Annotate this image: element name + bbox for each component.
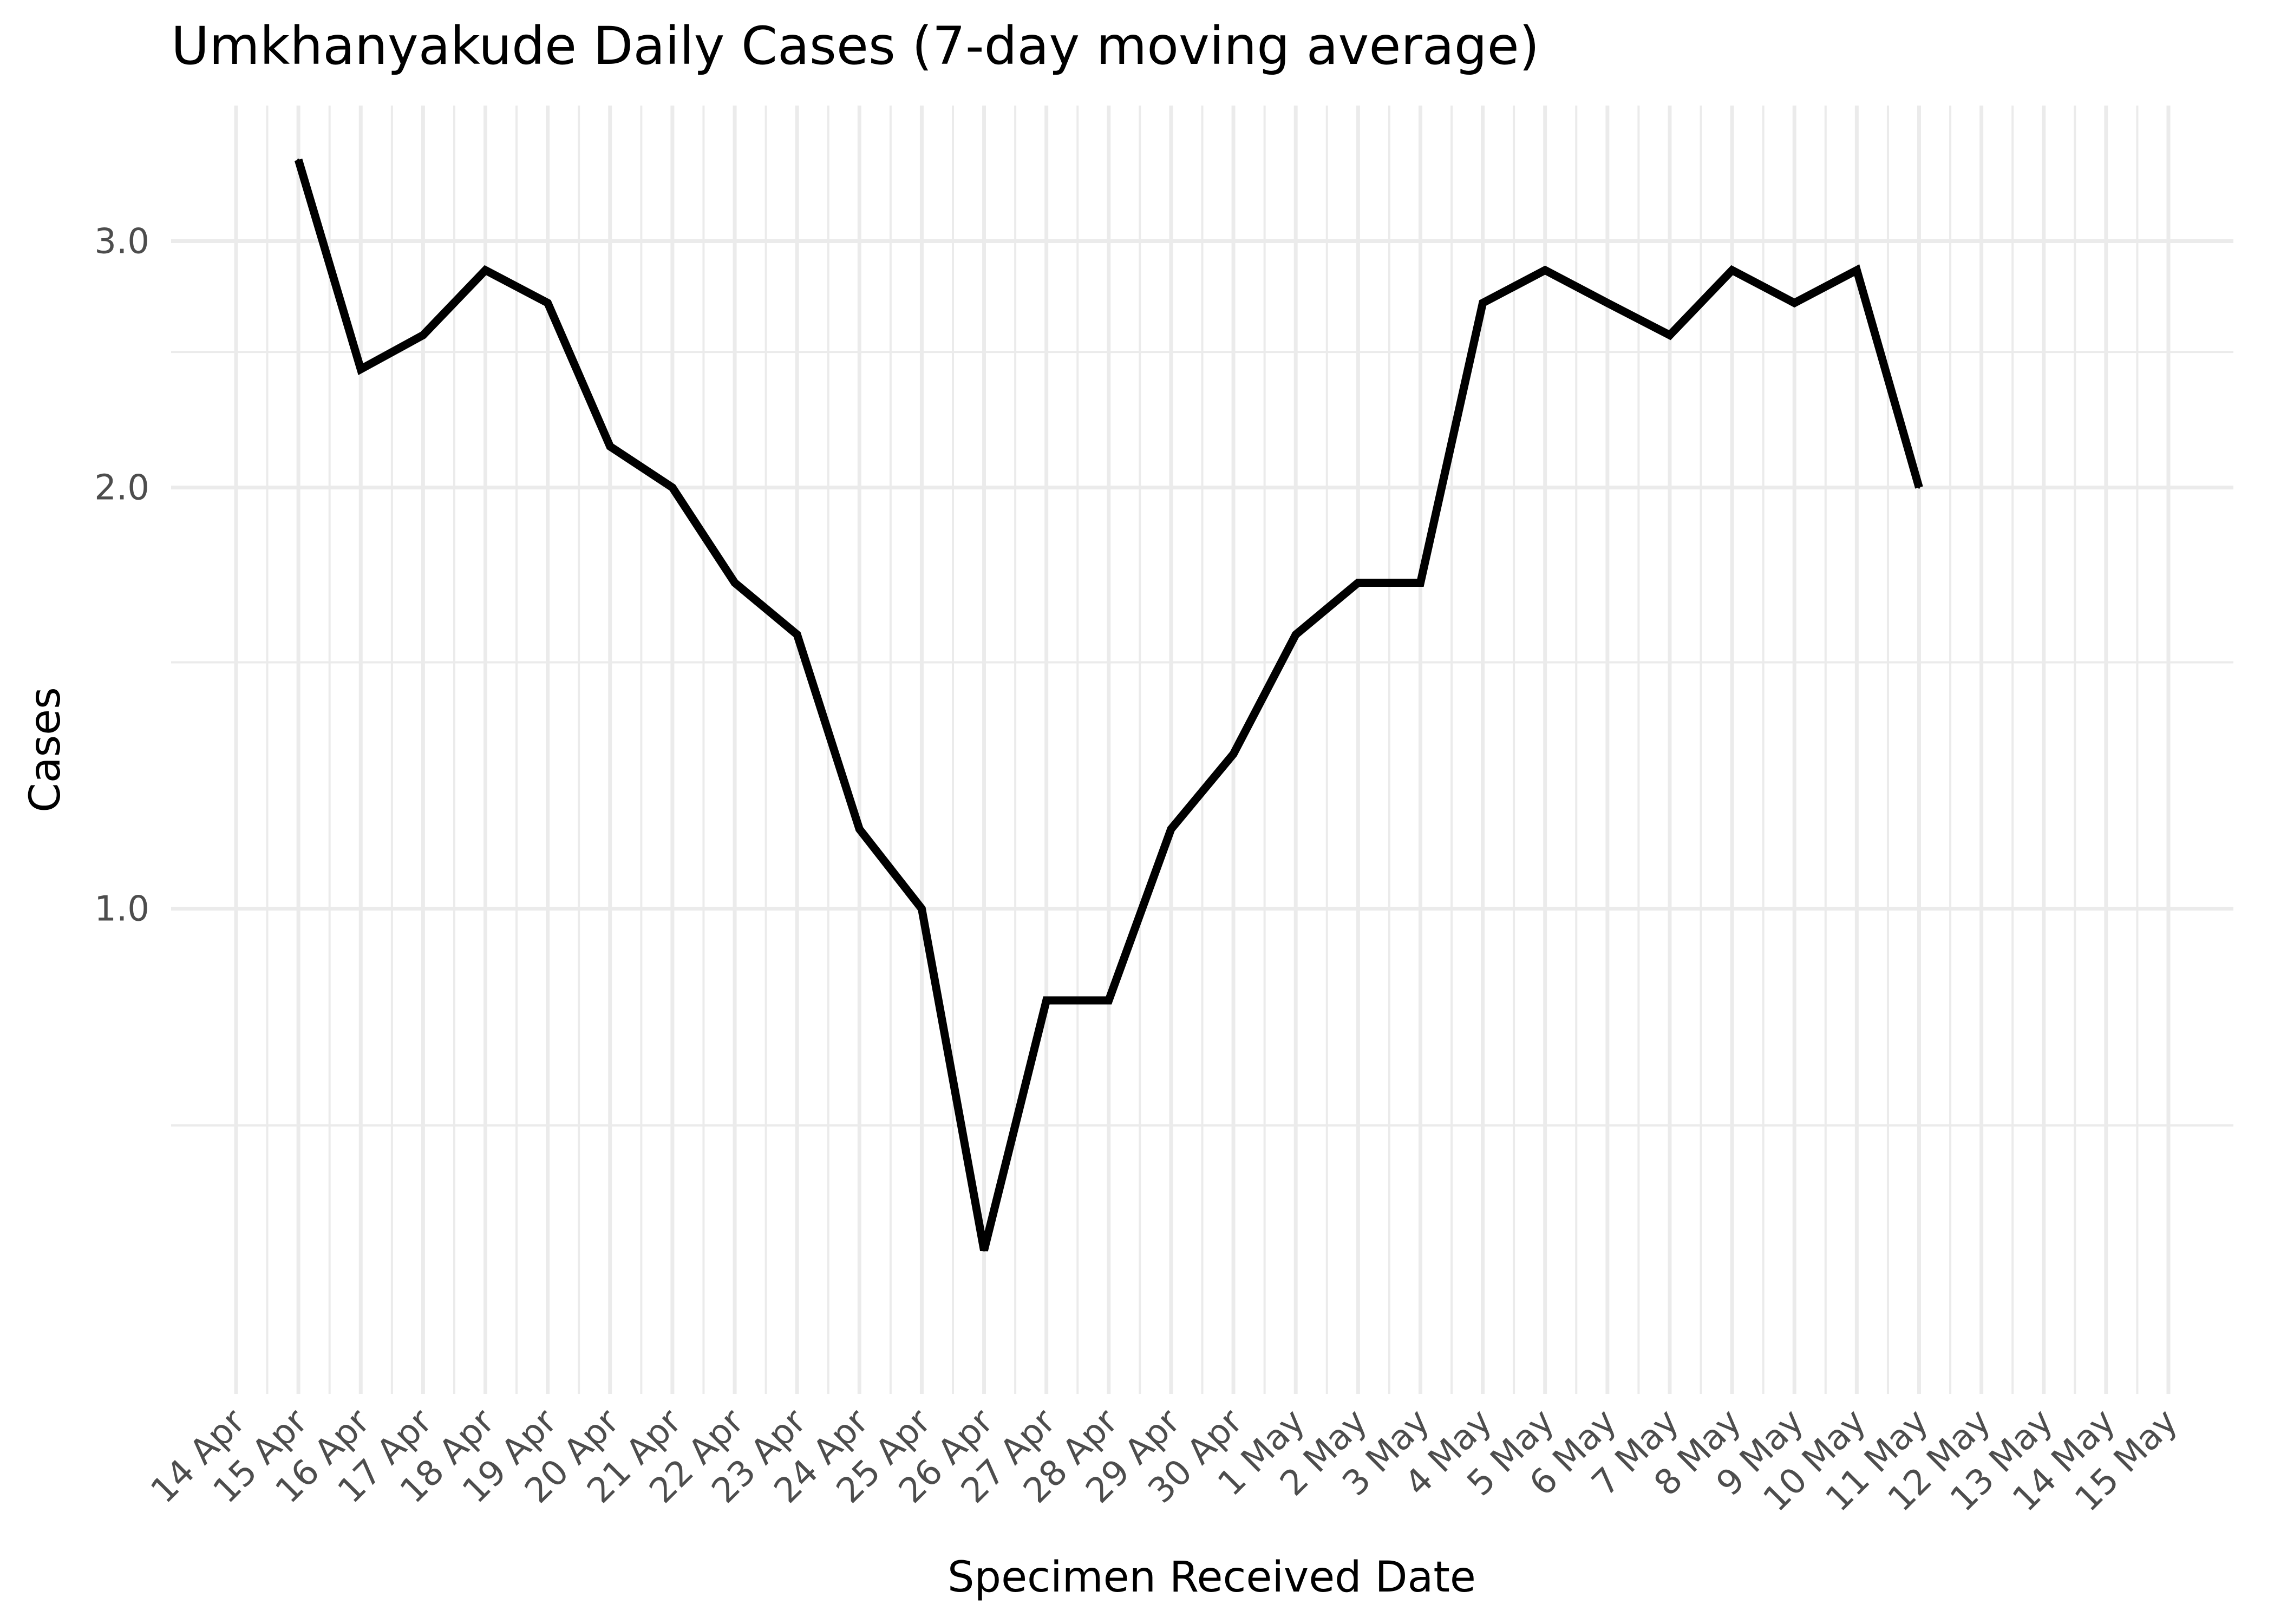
data-point (484, 269, 487, 272)
data-point (1107, 999, 1110, 1001)
data-point (360, 368, 362, 370)
data-point (1357, 581, 1360, 584)
chart-title: Umkhanyakude Daily Cases (7-day moving a… (171, 16, 1539, 76)
major-gridlines (171, 106, 2233, 1394)
data-point (858, 828, 861, 830)
data-point (1419, 581, 1422, 584)
data-point (1855, 269, 1858, 272)
data-point (546, 302, 549, 304)
y-tick-label: 1.0 (94, 889, 149, 929)
minor-gridlines (171, 106, 2233, 1394)
data-point (1481, 302, 1484, 304)
y-tick-label: 3.0 (94, 221, 149, 261)
data-point (1731, 269, 1734, 272)
data-point (671, 486, 674, 489)
data-point (1669, 334, 1671, 337)
data-point (1918, 486, 1920, 489)
data-point (1232, 752, 1235, 755)
series-layer (294, 158, 1923, 1252)
y-axis-title: Cases (21, 687, 70, 813)
data-point (796, 633, 799, 636)
y-axis-ticks: 1.0 2.0 3.0 (94, 221, 149, 929)
data-point (920, 907, 923, 910)
data-point (1793, 302, 1796, 304)
data-point (1606, 302, 1609, 304)
data-point (734, 581, 736, 584)
data-point (983, 1249, 985, 1252)
data-point (297, 159, 300, 161)
x-axis-title: Specimen Received Date (948, 1553, 1476, 1602)
data-point (422, 334, 424, 337)
y-tick-label: 2.0 (94, 468, 149, 508)
data-point (1295, 633, 1297, 636)
data-point (1045, 999, 1048, 1001)
data-point (1544, 269, 1546, 272)
data-point (1169, 828, 1172, 830)
data-point (609, 445, 611, 448)
